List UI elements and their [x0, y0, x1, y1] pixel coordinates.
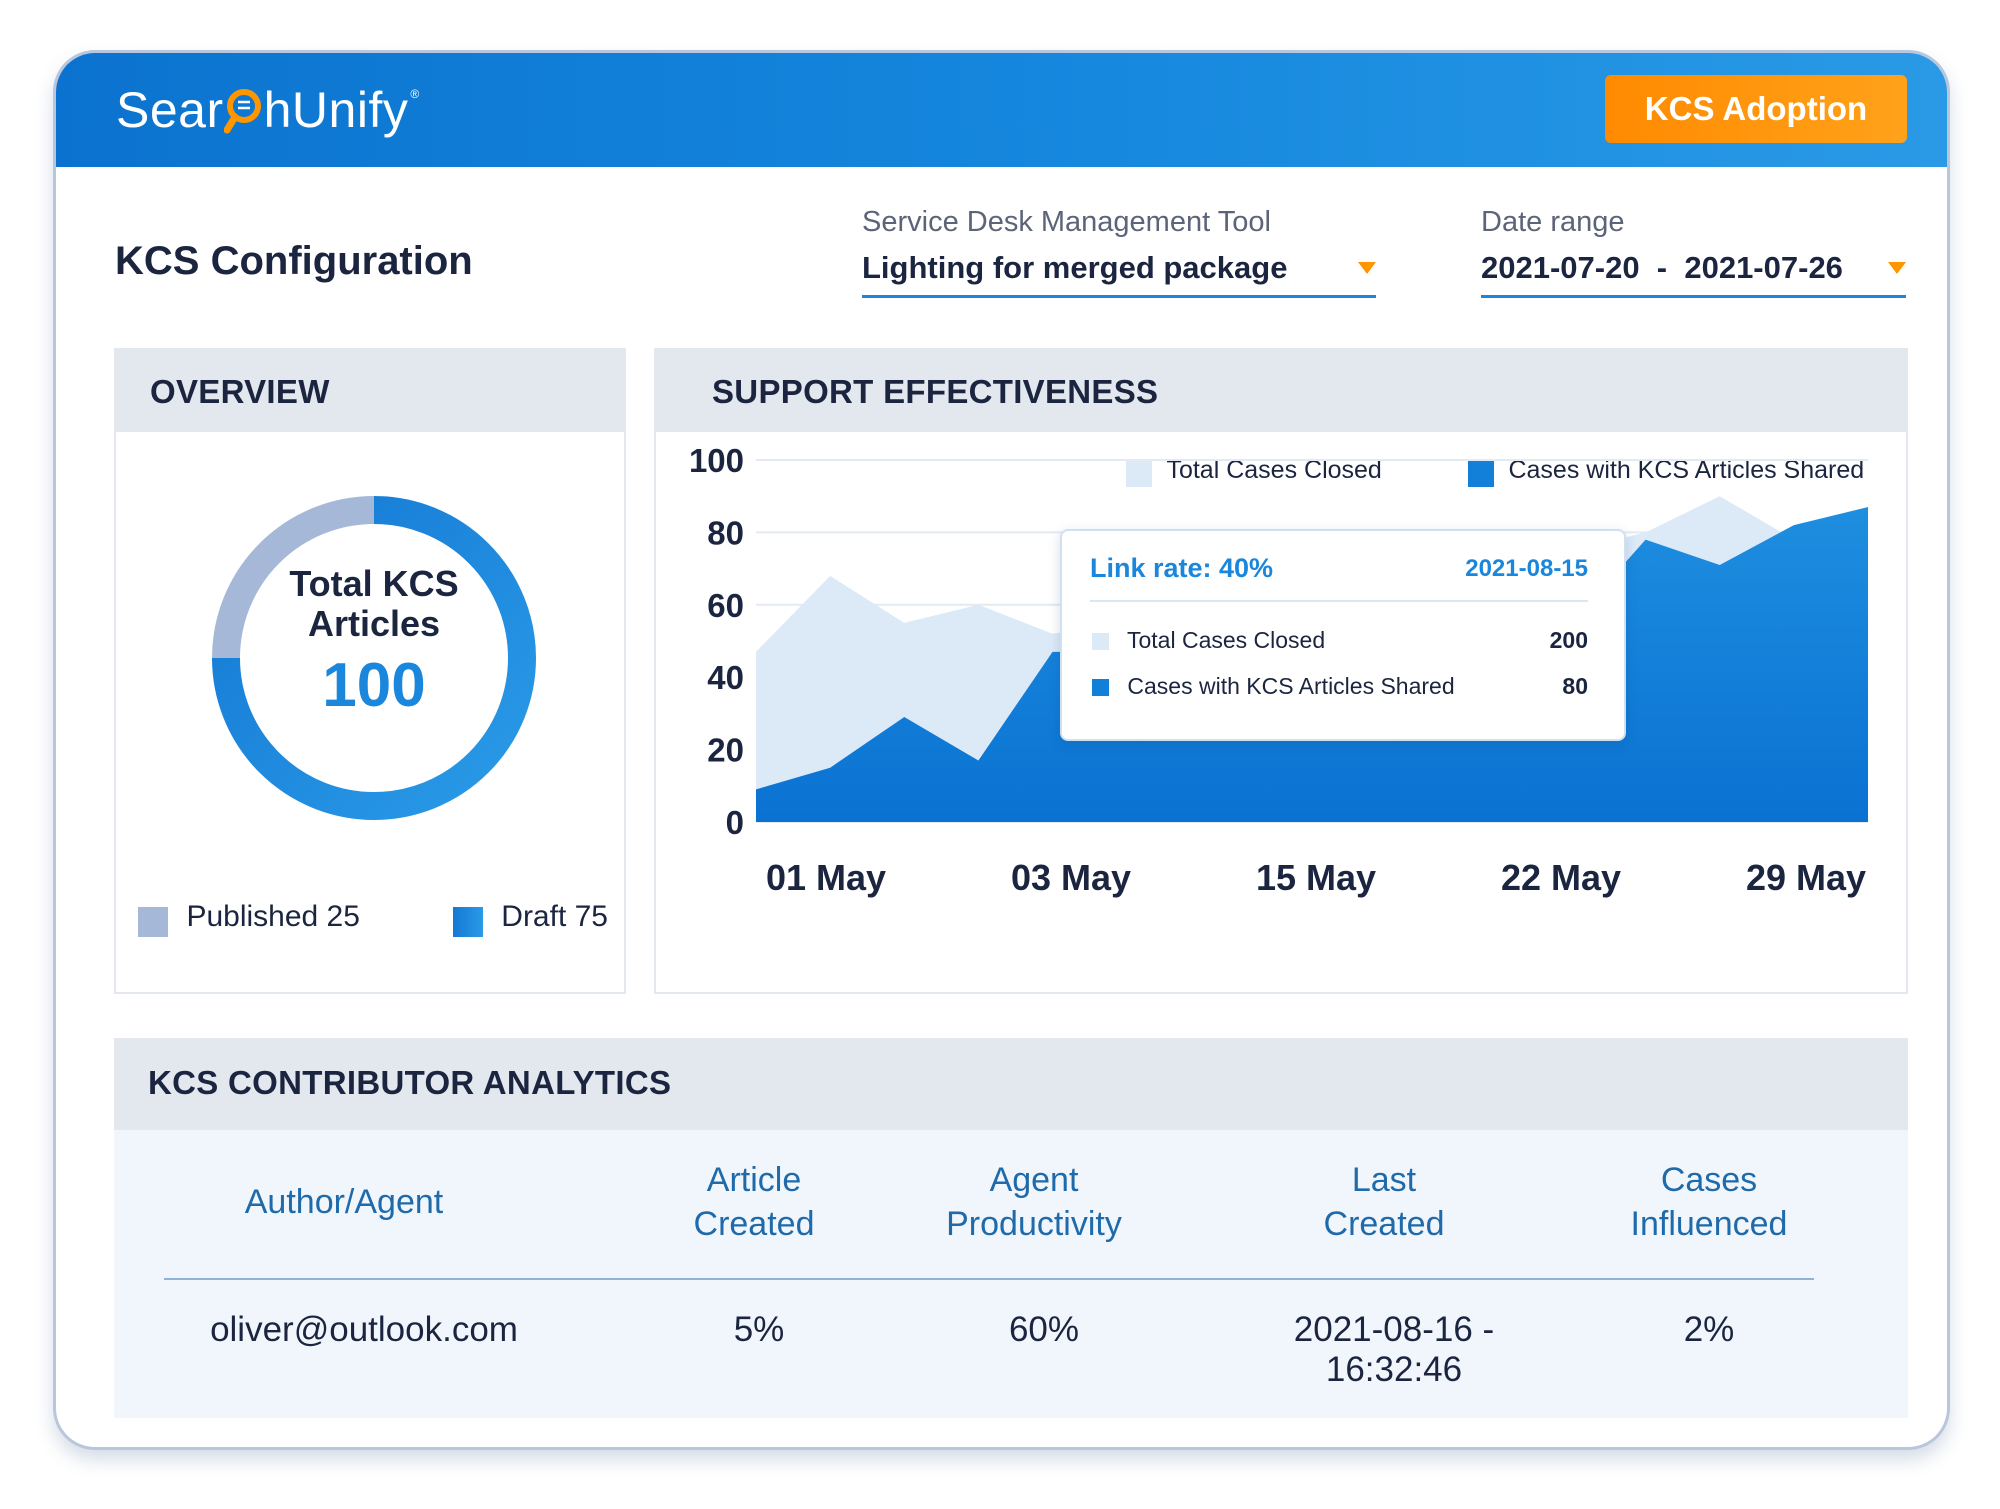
overview-legend: Published 25 Draft 75	[138, 900, 608, 937]
donut-slice-draft	[212, 496, 536, 820]
cell-article-created: 5%	[733, 1310, 785, 1349]
tooltip-divider	[1090, 600, 1588, 602]
tool-select-label: Service Desk Management Tool	[862, 206, 1271, 238]
col-header-article-line2: Created	[693, 1205, 815, 1243]
overview-header: OVERVIEW	[116, 350, 624, 432]
chart-tooltip: Link rate: 40% 2021-08-15 Total Cases Cl…	[1060, 529, 1626, 741]
y-tick-label: 80	[707, 514, 744, 551]
overview-heading: OVERVIEW	[150, 373, 330, 410]
overview-panel: OVERVIEW Total KCS Articles 100 Publishe…	[114, 348, 626, 994]
total-articles-donut: Total KCS Articles 100	[212, 496, 536, 820]
col-header-author-text: Author/Agent	[244, 1183, 444, 1221]
col-header-cases-influenced[interactable]: Cases Influenced	[1584, 1158, 1834, 1246]
date-range-label: Date range	[1481, 206, 1625, 238]
published-swatch	[138, 906, 168, 937]
tooltip-row-kcs: Cases with KCS Articles Shared 80	[1092, 673, 1588, 703]
x-tick-label: 29 May	[1746, 857, 1866, 898]
contributor-heading: KCS CONTRIBUTOR ANALYTICS	[148, 1064, 672, 1101]
x-tick-label: 01 May	[766, 857, 886, 898]
contributor-header: KCS CONTRIBUTOR ANALYTICS	[114, 1038, 1908, 1130]
donut-slice-published	[212, 496, 375, 659]
tooltip-link-rate: Link rate: 40%	[1090, 553, 1274, 583]
top-bar: Sear hUnify ® KCS Adoption	[56, 53, 1947, 167]
legend-published: Published 25	[138, 900, 360, 937]
col-header-author[interactable]: Author/Agent	[194, 1180, 494, 1224]
x-tick-label: 03 May	[1011, 857, 1131, 898]
col-header-article-line1: Article	[706, 1161, 802, 1199]
chevron-down-icon	[1888, 262, 1906, 274]
col-header-last-created[interactable]: Last Created	[1254, 1158, 1514, 1246]
tooltip-date: 2021-08-15	[1465, 555, 1588, 582]
x-tick-label: 15 May	[1256, 857, 1376, 898]
logo-text-part1: Sear	[116, 82, 224, 138]
tooltip-row-total: Total Cases Closed 200	[1092, 627, 1588, 657]
support-header: SUPPORT EFFECTIVENESS	[656, 350, 1906, 432]
tooltip-total-label: Total Cases Closed	[1126, 627, 1326, 653]
col-header-last-line1: Last	[1351, 1161, 1417, 1199]
registered-mark: ®	[410, 87, 420, 101]
legend-draft-label: Draft 75	[501, 900, 608, 933]
legend-published-label: Published 25	[186, 900, 360, 933]
date-range-value: 2021-07-20 - 2021-07-26	[1481, 249, 1843, 285]
donut-label-line1: Total KCS	[289, 563, 458, 604]
tooltip-total-swatch	[1092, 633, 1109, 651]
x-tick-label: 22 May	[1501, 857, 1621, 898]
tool-select[interactable]: Lighting for merged package	[862, 240, 1376, 298]
tooltip-kcs-value: 80	[1562, 673, 1588, 699]
tool-select-value: Lighting for merged package	[862, 249, 1288, 285]
col-header-cases-line2: Influenced	[1630, 1205, 1788, 1243]
col-header-article-created[interactable]: Article Created	[634, 1158, 874, 1246]
magnifier-icon	[223, 78, 264, 142]
donut-total-value: 100	[322, 651, 425, 720]
col-header-agent-productivity[interactable]: Agent Productivity	[904, 1158, 1164, 1246]
col-header-agent-line2: Productivity	[946, 1205, 1122, 1243]
kcs-dashboard-card: Sear hUnify ® KCS Adoption KCS Configura…	[53, 50, 1950, 1450]
kcs-shared-swatch	[1468, 460, 1494, 487]
y-tick-label: 100	[689, 442, 744, 479]
tooltip-kcs-swatch	[1092, 679, 1109, 697]
tooltip-total-value: 200	[1549, 627, 1588, 653]
logo-text-part2: hUnify	[263, 82, 409, 138]
donut-label-line2: Articles	[308, 603, 440, 644]
col-header-last-line2: Created	[1323, 1205, 1445, 1243]
legend-draft: Draft 75	[452, 900, 608, 937]
kcs-adoption-button[interactable]: KCS Adoption	[1605, 75, 1907, 143]
cell-last-created: 2021-08-16 - 16:32:46	[1293, 1310, 1495, 1389]
date-range-select[interactable]: 2021-07-20 - 2021-07-26	[1481, 240, 1906, 298]
y-tick-label: 20	[707, 732, 744, 769]
total-cases-swatch	[1126, 460, 1152, 487]
contributor-table: Author/Agent Article Created Agent Produ…	[114, 1130, 1908, 1418]
support-heading: SUPPORT EFFECTIVENESS	[712, 373, 1159, 410]
table-header-divider	[164, 1278, 1814, 1280]
y-tick-label: 40	[707, 659, 744, 696]
cell-cases-influenced: 2%	[1683, 1310, 1735, 1349]
cell-agent-productivity: 60%	[1008, 1310, 1080, 1349]
draft-swatch	[452, 906, 483, 937]
tooltip-kcs-label: Cases with KCS Articles Shared	[1127, 673, 1455, 699]
y-tick-label: 0	[726, 804, 744, 841]
cell-author[interactable]: oliver@outlook.com	[210, 1310, 518, 1349]
searchunify-logo: Sear hUnify ®	[116, 75, 420, 145]
page-title: KCS Configuration	[115, 239, 473, 283]
col-header-cases-line1: Cases	[1660, 1161, 1758, 1199]
y-tick-label: 60	[707, 587, 744, 624]
col-header-agent-line1: Agent	[989, 1161, 1079, 1199]
chevron-down-icon	[1358, 262, 1376, 274]
